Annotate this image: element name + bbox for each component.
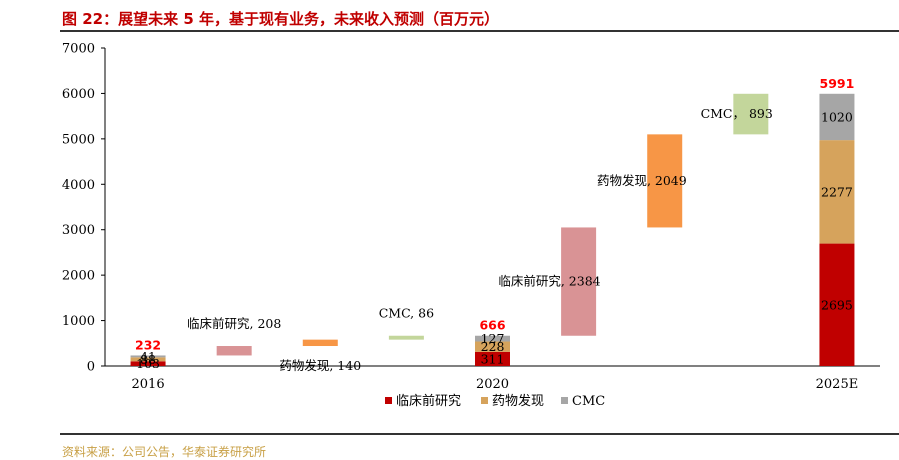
stacked-segment-clinical xyxy=(819,243,855,366)
y-tick-label: 1000 xyxy=(62,314,95,329)
source-note: 资料来源：公司公告，华泰证券研究所 xyxy=(62,445,267,459)
legend-label: 药物发现 xyxy=(492,393,544,409)
waterfall-value-label: CMC， 893 xyxy=(701,106,773,121)
stacked-segment-clinical xyxy=(475,351,510,366)
stacked-segment-cmc xyxy=(819,93,855,141)
top-rule xyxy=(60,30,899,32)
total-value-label: 5991 xyxy=(820,76,855,91)
waterfall-value-label: 临床前研究, 2384 xyxy=(498,274,600,289)
revenue-forecast-chart: 0 1000 2000 3000 4000 5000 6000 7000 2016 2020 202… xyxy=(62,42,880,409)
total-value-label: 666 xyxy=(479,318,505,333)
segment-value-label: 2277 xyxy=(821,184,853,199)
chart-legend: 临床前研究 药物发现 CMC xyxy=(385,393,605,409)
segment-value-label: 41 xyxy=(140,349,156,364)
segment-value-label: 2695 xyxy=(821,297,853,312)
total-value-label: 232 xyxy=(135,337,161,352)
waterfall-bar-clinical xyxy=(216,346,252,356)
stacked-segment-drug xyxy=(475,341,510,352)
stacked-segment-clinical xyxy=(130,361,166,366)
x-tick-label: 2025E xyxy=(816,377,859,392)
waterfall-bar-cmc xyxy=(733,93,769,135)
bottom-rule xyxy=(60,433,899,435)
y-tick-label: 4000 xyxy=(62,178,95,193)
legend-swatch xyxy=(385,397,392,404)
chart-axes: 0 1000 2000 3000 4000 5000 6000 7000 2016 2020 202… xyxy=(62,42,880,392)
stacked-segment-drug xyxy=(130,357,166,362)
waterfall-value-label: 药物发现, 2049 xyxy=(597,173,687,188)
segment-value-label: 311 xyxy=(481,351,505,366)
stacked-segment-cmc xyxy=(475,335,510,342)
segment-value-label: 103 xyxy=(136,356,160,371)
waterfall-bar-drug xyxy=(302,339,338,347)
waterfall-bar-cmc xyxy=(388,335,424,340)
waterfall-bar-clinical xyxy=(561,227,597,336)
waterfall-value-label: 药物发现, 140 xyxy=(279,358,361,373)
segment-value-label: 88 xyxy=(140,352,156,367)
y-tick-label: 6000 xyxy=(62,87,95,102)
segment-value-label: 228 xyxy=(481,339,505,354)
segment-value-label: 127 xyxy=(481,331,505,346)
figure-title-bar: 图 22：展望未来 5 年，基于现有业务，未来收入预测（百万元） xyxy=(0,0,899,32)
chart-bars xyxy=(130,93,855,366)
y-tick-label: 0 xyxy=(87,360,95,375)
stacked-segment-drug xyxy=(819,140,855,244)
figure-title: 图 22：展望未来 5 年，基于现有业务，未来收入预测（百万元） xyxy=(62,10,499,28)
x-tick-label: 2016 xyxy=(132,377,165,392)
stacked-segment-cmc xyxy=(130,355,166,358)
y-tick-label: 7000 xyxy=(62,42,95,57)
x-tick-label: 2020 xyxy=(476,377,509,392)
legend-label: 临床前研究 xyxy=(396,393,461,409)
legend-swatch xyxy=(561,397,568,404)
waterfall-value-label: CMC, 86 xyxy=(379,306,434,321)
y-tick-label: 3000 xyxy=(62,223,95,238)
y-tick-label: 2000 xyxy=(62,269,95,284)
waterfall-bar-drug xyxy=(647,134,683,228)
legend-swatch xyxy=(481,397,488,404)
y-tick-label: 5000 xyxy=(62,132,95,147)
legend-label: CMC xyxy=(572,394,605,409)
segment-value-label: 1020 xyxy=(821,109,853,124)
waterfall-value-label: 临床前研究, 208 xyxy=(187,316,281,331)
